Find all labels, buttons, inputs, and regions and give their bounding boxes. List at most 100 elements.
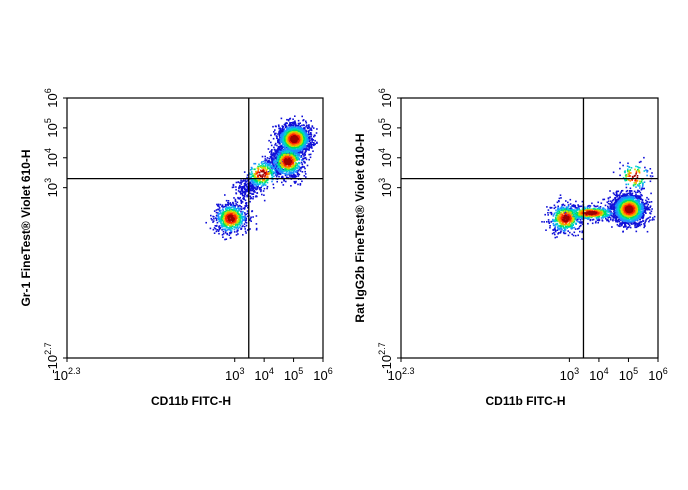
event-dot bbox=[286, 173, 288, 175]
event-dot bbox=[547, 212, 549, 214]
event-dot bbox=[213, 232, 216, 234]
event-dot bbox=[237, 205, 239, 208]
event-dot bbox=[232, 209, 235, 211]
event-dot bbox=[278, 132, 281, 135]
event-dot bbox=[266, 181, 269, 184]
event-dot bbox=[645, 169, 647, 171]
event-dot bbox=[273, 131, 275, 133]
event-dot bbox=[292, 169, 295, 171]
event-dot bbox=[274, 129, 276, 131]
event-dot bbox=[310, 128, 312, 130]
event-dot bbox=[628, 224, 631, 227]
event-dot bbox=[233, 204, 235, 207]
event-dot bbox=[647, 203, 649, 206]
event-dot bbox=[578, 218, 580, 220]
event-dot bbox=[624, 194, 626, 196]
event-dot bbox=[290, 158, 292, 160]
event-dot bbox=[306, 145, 308, 147]
event-dot bbox=[285, 153, 287, 155]
event-dot bbox=[283, 144, 286, 147]
event-dot bbox=[241, 186, 244, 189]
event-dot bbox=[588, 204, 590, 207]
event-dot bbox=[569, 231, 571, 234]
event-dot bbox=[610, 214, 613, 217]
event-dot bbox=[561, 206, 563, 208]
event-dot bbox=[231, 227, 234, 230]
event-dot bbox=[230, 206, 233, 209]
event-dot bbox=[283, 170, 286, 172]
events bbox=[205, 115, 318, 241]
event-dot bbox=[279, 129, 281, 132]
event-dot bbox=[219, 213, 221, 215]
event-dot bbox=[256, 180, 259, 182]
event-dot bbox=[272, 178, 274, 181]
event-dot bbox=[242, 187, 245, 189]
event-dot bbox=[285, 125, 288, 128]
event-dot bbox=[637, 189, 639, 192]
event-dot bbox=[229, 202, 232, 204]
event-dot bbox=[294, 167, 297, 170]
event-dot bbox=[651, 219, 653, 221]
event-dot bbox=[277, 152, 280, 155]
event-dot bbox=[287, 176, 289, 179]
event-dot bbox=[218, 225, 221, 227]
event-dot bbox=[261, 155, 264, 158]
event-dot bbox=[579, 219, 582, 221]
event-dot bbox=[640, 210, 643, 213]
event-dot bbox=[641, 199, 644, 202]
event-dot bbox=[215, 217, 217, 219]
event-dot bbox=[275, 152, 277, 155]
event-dot bbox=[297, 162, 300, 164]
event-dot bbox=[288, 129, 291, 132]
event-dot bbox=[640, 223, 643, 226]
event-dot bbox=[578, 227, 580, 230]
event-dot bbox=[235, 215, 238, 218]
event-dot bbox=[612, 192, 615, 194]
event-dot bbox=[597, 207, 600, 210]
event-dot bbox=[625, 183, 627, 186]
event-dot bbox=[265, 159, 268, 161]
event-dot bbox=[577, 218, 579, 220]
event-dot bbox=[257, 179, 260, 182]
event-dot bbox=[581, 238, 583, 240]
event-dot bbox=[298, 123, 300, 125]
event-dot bbox=[612, 171, 615, 174]
event-dot bbox=[283, 151, 285, 154]
event-dot bbox=[245, 180, 247, 183]
event-dot bbox=[260, 166, 262, 168]
event-dot bbox=[298, 126, 300, 128]
event-dot bbox=[612, 213, 615, 215]
event-dot bbox=[233, 226, 235, 228]
event-dot bbox=[273, 159, 276, 161]
event-dot bbox=[222, 217, 224, 220]
event-dot bbox=[308, 133, 311, 136]
event-dot bbox=[284, 126, 287, 129]
x-tick-label: 104 bbox=[254, 366, 273, 383]
event-dot bbox=[618, 218, 621, 220]
event-dot bbox=[295, 133, 298, 136]
event-dot bbox=[635, 193, 637, 196]
event-dot bbox=[293, 160, 296, 163]
event-dot bbox=[639, 191, 642, 194]
event-dot bbox=[253, 183, 255, 185]
event-dot bbox=[222, 209, 224, 212]
event-dot bbox=[641, 215, 643, 218]
event-dot bbox=[262, 165, 264, 167]
event-dot bbox=[229, 218, 231, 220]
event-dot bbox=[311, 126, 314, 128]
event-dot bbox=[595, 217, 598, 220]
event-dot bbox=[300, 156, 303, 158]
event-dot bbox=[296, 162, 298, 165]
event-dot bbox=[261, 170, 264, 173]
event-dot bbox=[556, 236, 558, 238]
event-dot bbox=[310, 143, 312, 146]
event-dot bbox=[564, 229, 567, 231]
event-dot bbox=[285, 171, 288, 173]
event-dot bbox=[609, 208, 611, 210]
event-dot bbox=[647, 217, 650, 219]
event-dot bbox=[222, 230, 225, 233]
event-dot bbox=[279, 163, 282, 166]
event-dot bbox=[232, 186, 235, 188]
event-dot bbox=[299, 156, 302, 158]
event-dot bbox=[298, 168, 301, 171]
